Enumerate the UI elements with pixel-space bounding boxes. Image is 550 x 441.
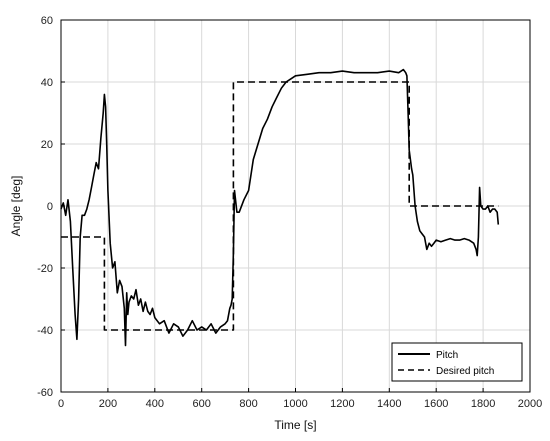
x-tick-label: 1400 [377,398,401,410]
x-tick-label: 1200 [330,398,354,410]
x-tick-label: 800 [239,398,257,410]
x-tick-label: 0 [58,398,64,410]
y-tick-label: -60 [37,387,53,399]
series-line-pitch [60,68,500,347]
x-axis-label: Time [s] [274,418,316,432]
y-tick-label: -20 [37,263,53,275]
series-line-desired-pitch [61,81,499,331]
legend: Pitch Desired pitch [391,342,523,382]
x-tick-label: 200 [99,398,117,410]
x-tick-label: 1000 [283,398,307,410]
y-tick-label: 40 [41,77,53,89]
legend-label-desired-pitch: Desired pitch [436,366,494,377]
x-axis-ticks: 0 200 400 600 800 1000 1200 1400 1600 1800 2000 [58,388,542,410]
y-axis-label: Angle [deg] [9,176,23,237]
plot-frame [60,19,531,393]
series-lines [60,68,500,347]
y-tick-label: -40 [37,325,53,337]
x-tick-label: 2000 [518,398,542,410]
legend-box [391,342,523,382]
x-tick-label: 600 [193,398,211,410]
x-tick-label: 1800 [471,398,495,410]
y-tick-label: 60 [41,15,53,27]
x-tick-label: 1600 [424,398,448,410]
x-tick-label: 400 [146,398,164,410]
y-tick-label: 0 [47,201,53,213]
y-tick-label: 20 [41,139,53,151]
legend-label-pitch: Pitch [436,350,458,361]
y-axis-ticks: -60 -40 -20 0 20 40 60 [37,15,65,399]
